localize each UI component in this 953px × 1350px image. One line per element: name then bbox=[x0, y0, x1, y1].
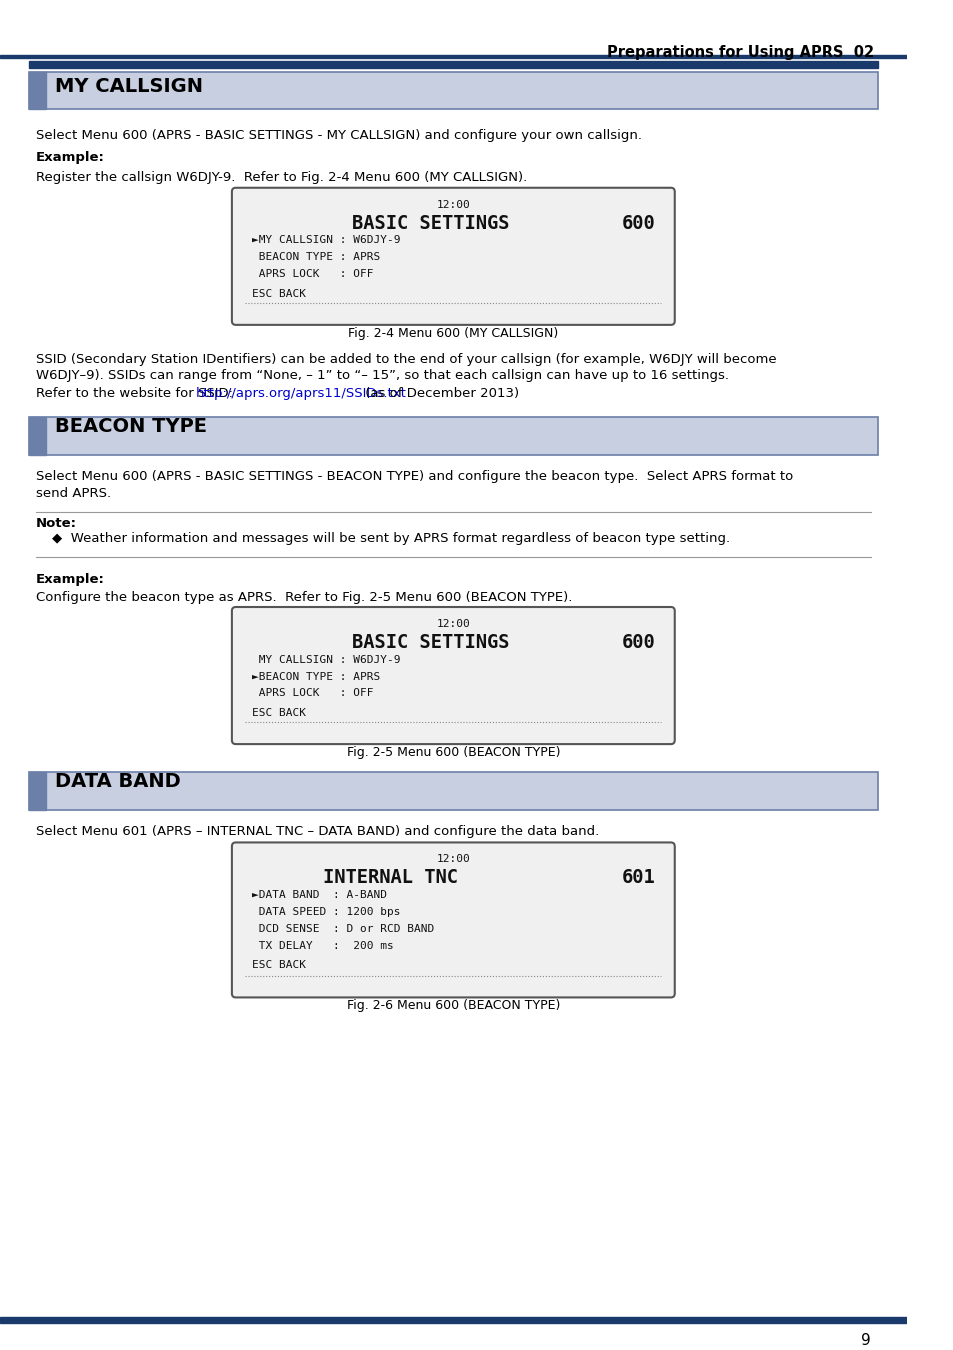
Text: TX DELAY   :  200 ms: TX DELAY : 200 ms bbox=[252, 941, 394, 950]
Text: ►DATA BAND  : A-BAND: ►DATA BAND : A-BAND bbox=[252, 890, 387, 900]
Text: (as of December 2013): (as of December 2013) bbox=[360, 387, 518, 401]
Text: W6DJY–9). SSIDs can range from “None, – 1” to “– 15”, so that each callsign can : W6DJY–9). SSIDs can range from “None, – … bbox=[36, 369, 728, 382]
Text: Register the callsign W6DJY-9.  Refer to Fig. 2-4 Menu 600 (MY CALLSIGN).: Register the callsign W6DJY-9. Refer to … bbox=[36, 171, 527, 184]
FancyBboxPatch shape bbox=[232, 188, 674, 325]
FancyBboxPatch shape bbox=[232, 608, 674, 744]
Bar bbox=[0, 54, 905, 58]
Text: Refer to the website for SSID:: Refer to the website for SSID: bbox=[36, 387, 237, 401]
Text: ►MY CALLSIGN : W6DJY-9: ►MY CALLSIGN : W6DJY-9 bbox=[252, 235, 400, 246]
Text: send APRS.: send APRS. bbox=[36, 487, 112, 500]
Text: Fig. 2-5 Menu 600 (BEACON TYPE): Fig. 2-5 Menu 600 (BEACON TYPE) bbox=[346, 747, 559, 759]
Text: ESC BACK: ESC BACK bbox=[252, 289, 306, 300]
Text: BEACON TYPE : APRS: BEACON TYPE : APRS bbox=[252, 252, 379, 262]
Text: Select Menu 600 (APRS - BASIC SETTINGS - BEACON TYPE) and configure the beacon t: Select Menu 600 (APRS - BASIC SETTINGS -… bbox=[36, 470, 793, 483]
FancyBboxPatch shape bbox=[29, 417, 877, 455]
Text: Example:: Example: bbox=[36, 574, 105, 586]
Text: Preparations for Using APRS  02: Preparations for Using APRS 02 bbox=[606, 45, 873, 59]
FancyBboxPatch shape bbox=[232, 842, 674, 998]
Bar bbox=[29, 72, 46, 109]
Bar bbox=[0, 1318, 905, 1323]
FancyBboxPatch shape bbox=[29, 72, 877, 109]
Text: 600: 600 bbox=[621, 213, 655, 232]
Text: Fig. 2-4 Menu 600 (MY CALLSIGN): Fig. 2-4 Menu 600 (MY CALLSIGN) bbox=[348, 327, 558, 340]
Text: ESC BACK: ESC BACK bbox=[252, 960, 306, 969]
Text: Example:: Example: bbox=[36, 151, 105, 163]
Bar bbox=[29, 772, 46, 810]
Text: ESC BACK: ESC BACK bbox=[252, 709, 306, 718]
Text: DATA SPEED : 1200 bps: DATA SPEED : 1200 bps bbox=[252, 907, 400, 917]
Text: BASIC SETTINGS: BASIC SETTINGS bbox=[352, 633, 509, 652]
Text: ◆  Weather information and messages will be sent by APRS format regardless of be: ◆ Weather information and messages will … bbox=[52, 532, 730, 545]
Text: 9: 9 bbox=[860, 1334, 870, 1349]
Text: 12:00: 12:00 bbox=[436, 855, 470, 864]
Text: Fig. 2-6 Menu 600 (BEACON TYPE): Fig. 2-6 Menu 600 (BEACON TYPE) bbox=[346, 999, 559, 1012]
Bar bbox=[29, 61, 877, 68]
Text: Configure the beacon type as APRS.  Refer to Fig. 2-5 Menu 600 (BEACON TYPE).: Configure the beacon type as APRS. Refer… bbox=[36, 591, 572, 603]
Text: DCD SENSE  : D or RCD BAND: DCD SENSE : D or RCD BAND bbox=[252, 923, 434, 934]
Text: APRS LOCK   : OFF: APRS LOCK : OFF bbox=[252, 269, 373, 279]
Text: ►BEACON TYPE : APRS: ►BEACON TYPE : APRS bbox=[252, 671, 379, 682]
Text: DATA BAND: DATA BAND bbox=[55, 772, 181, 791]
Text: 12:00: 12:00 bbox=[436, 200, 470, 209]
Text: Select Menu 601 (APRS – INTERNAL TNC – DATA BAND) and configure the data band.: Select Menu 601 (APRS – INTERNAL TNC – D… bbox=[36, 825, 598, 837]
Text: http://aprs.org/aprs11/SSIDs.txt: http://aprs.org/aprs11/SSIDs.txt bbox=[195, 387, 406, 401]
Bar bbox=[29, 417, 46, 455]
Text: BASIC SETTINGS: BASIC SETTINGS bbox=[352, 213, 509, 232]
FancyBboxPatch shape bbox=[29, 772, 877, 810]
Text: Select Menu 600 (APRS - BASIC SETTINGS - MY CALLSIGN) and configure your own cal: Select Menu 600 (APRS - BASIC SETTINGS -… bbox=[36, 130, 641, 142]
Text: 12:00: 12:00 bbox=[436, 618, 470, 629]
Text: BEACON TYPE: BEACON TYPE bbox=[55, 417, 207, 436]
Text: APRS LOCK   : OFF: APRS LOCK : OFF bbox=[252, 688, 373, 698]
Text: SSID (Secondary Station IDentifiers) can be added to the end of your callsign (f: SSID (Secondary Station IDentifiers) can… bbox=[36, 352, 776, 366]
Text: INTERNAL TNC: INTERNAL TNC bbox=[323, 868, 457, 887]
Text: MY CALLSIGN : W6DJY-9: MY CALLSIGN : W6DJY-9 bbox=[252, 655, 400, 664]
Text: MY CALLSIGN: MY CALLSIGN bbox=[55, 77, 203, 96]
Text: Note:: Note: bbox=[36, 517, 77, 529]
Text: 601: 601 bbox=[621, 868, 655, 887]
Text: 600: 600 bbox=[621, 633, 655, 652]
